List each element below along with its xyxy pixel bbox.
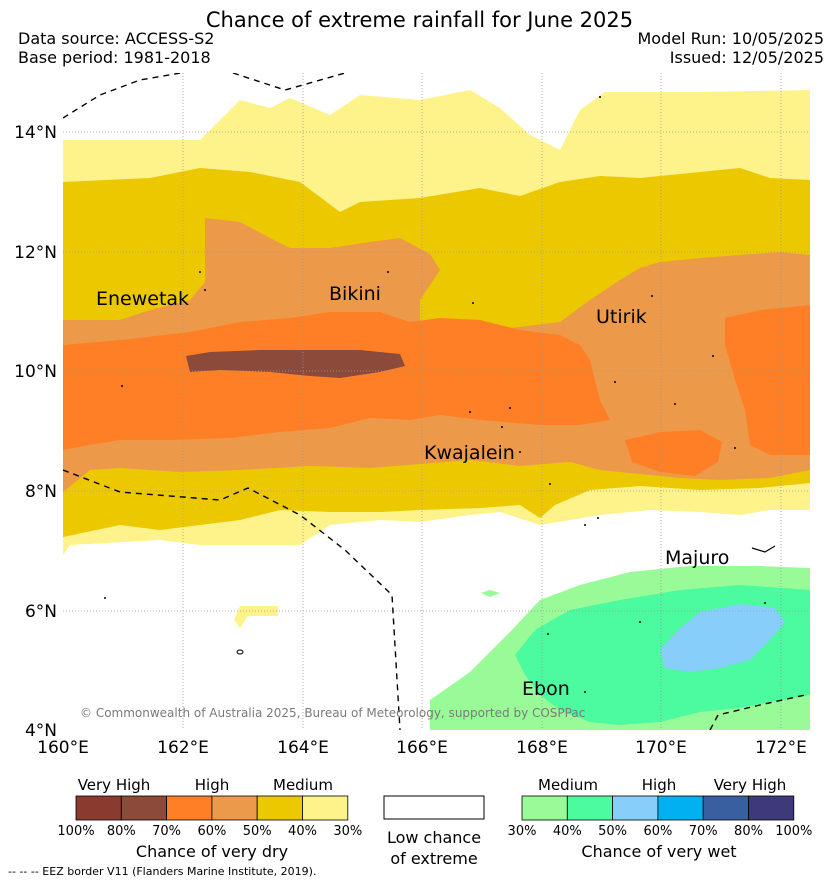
lon-label: 164°E [277,738,329,758]
place-bikini: Bikini [329,283,381,305]
dry-60-region-east [725,305,810,455]
low-chance-label-2: of extreme [390,849,477,868]
dry-60-region-south [625,430,722,476]
dry-swatch [211,795,258,821]
low-chance-legend: Low chance of extreme [383,795,485,868]
lat-label: 10°N [14,362,57,382]
data-source: Data source: ACCESS-S2 [18,29,215,48]
lon-label: 170°E [635,738,687,758]
dry-header: High [195,776,229,794]
wet-header: High [642,776,676,794]
dry-80-region [186,350,405,378]
wet-swatch [657,795,704,821]
dry-swatch [256,795,303,821]
wet-50-region [660,604,785,672]
lat-label: 4°N [25,721,57,741]
place-kwajalein: Kwajalein [424,442,515,464]
map-fill [63,73,810,730]
place-ebon: Ebon [522,678,570,700]
lat-label: 8°N [25,482,57,502]
dry-tick-label: 50% [243,824,272,839]
wet-swatch [702,795,749,821]
dry-header: Medium [273,776,333,794]
header-left: Data source: ACCESS-S2 Base period: 1981… [18,29,214,67]
wet-tick-label: 30% [508,824,537,839]
wet-swatch [748,795,795,821]
wet-colorbar: Medium High Very High 30% 40% 50% 60% 70% 80%… [508,776,813,861]
wet-tick-label: 60% [643,824,672,839]
low-chance-label-1: Low chance [387,828,481,847]
dry-swatch [302,795,349,821]
wet-tick-label: 100% [775,824,812,839]
base-period: Base period: 1981-2018 [18,48,211,67]
wet-tick-label: 80% [734,824,763,839]
island-markers [104,96,776,693]
map-title: Chance of extreme rainfall for June 2025 [205,8,634,32]
wet-30-speck [481,590,500,597]
dry-swatch [75,795,122,821]
wet-swatch [612,795,659,821]
eez-note: -- -- -- EEZ border V11 (Flanders Marine… [8,865,317,878]
dry-swatch [166,795,213,821]
place-utirik: Utirik [596,306,647,328]
dry-swatch [120,795,168,821]
model-run: Model Run: 10/05/2025 [637,29,825,48]
wet-swatch [521,795,568,821]
dry-tick-label: 30% [333,824,362,839]
dry-tick-label: 100% [57,824,94,839]
place-enewetak: Enewetak [96,288,189,310]
wet-tick-label: 40% [553,824,582,839]
lon-label: 166°E [396,738,448,758]
dry-tick-label: 40% [288,824,317,839]
dry-tick-label: 80% [107,824,136,839]
dry-tick-label: 60% [197,824,226,839]
wet-label: Chance of very wet [581,842,736,861]
lon-label: 172°E [755,738,807,758]
lon-label: 160°E [37,738,89,758]
wet-header: Medium [538,776,598,794]
issued-date: Issued: 12/05/2025 [669,48,824,67]
wet-swatch [566,795,613,821]
place-majuro: Majuro [665,547,729,569]
place-labels: Enewetak Bikini Utirik Kwajalein Majuro … [96,283,729,700]
dry-tick-label: 70% [152,824,181,839]
dry-60-region [63,312,610,450]
lon-label: 168°E [516,738,568,758]
dry-colorbar: Very High High Medium 100% 80% 70% 60% 50% 40… [57,776,362,861]
wet-tick-label: 70% [689,824,718,839]
low-chance-swatch [383,795,485,820]
header-right: Model Run: 10/05/2025 Issued: 12/05/2025 [638,29,825,67]
dry-30-patch [234,606,278,628]
lat-label: 14°N [14,123,57,143]
lat-label: 6°N [25,602,57,622]
wet-header: Very High [714,776,787,794]
lon-axis: 160°E 162°E 164°E 166°E 168°E 170°E 172°… [37,738,807,758]
lat-label: 12°N [14,243,57,263]
dry-header: Very High [78,776,151,794]
copyright-notice: © Commonwealth of Australia 2025, Bureau… [80,706,585,720]
lon-label: 162°E [157,738,209,758]
eez-borders [63,73,806,730]
wet-tick-label: 50% [598,824,627,839]
dry-label: Chance of very dry [136,842,288,861]
lat-axis: 14°N 12°N 10°N 8°N 6°N 4°N [14,123,57,741]
